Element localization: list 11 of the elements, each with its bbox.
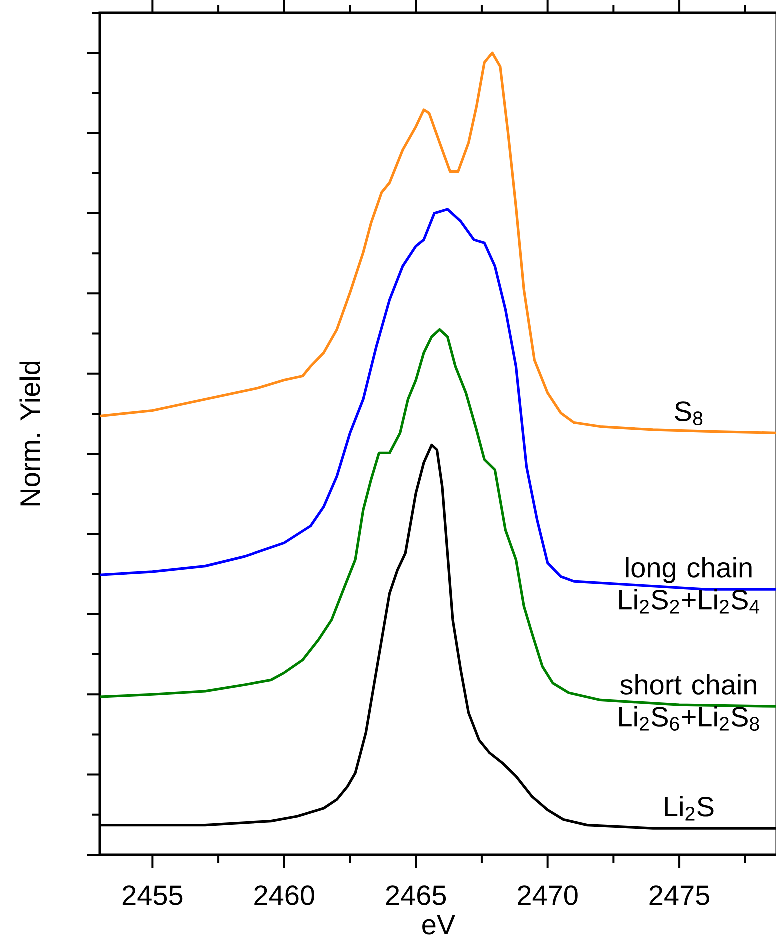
x-tick-label: 2465 [386, 886, 446, 906]
x-tick-label: 2455 [122, 886, 183, 906]
x-tick-label: 2475 [650, 886, 710, 906]
x-tick-label: 2460 [254, 886, 314, 906]
series-label: S$_{8}$ [675, 402, 703, 426]
series-label: Li$_{2}$S [665, 796, 714, 821]
y-axis-title: Norm. Yield [20, 362, 40, 506]
text: short chain Li$_{2}$S$_{6}$+Li$_{2}$S$_{8}$ [620, 674, 760, 731]
x-axis-title: eV [422, 915, 456, 935]
x-tick-label: 2470 [518, 886, 578, 906]
text: long chain Li$_{2}$S$_{2}$+Li$_{2}$S$_{4}$ [620, 557, 760, 614]
